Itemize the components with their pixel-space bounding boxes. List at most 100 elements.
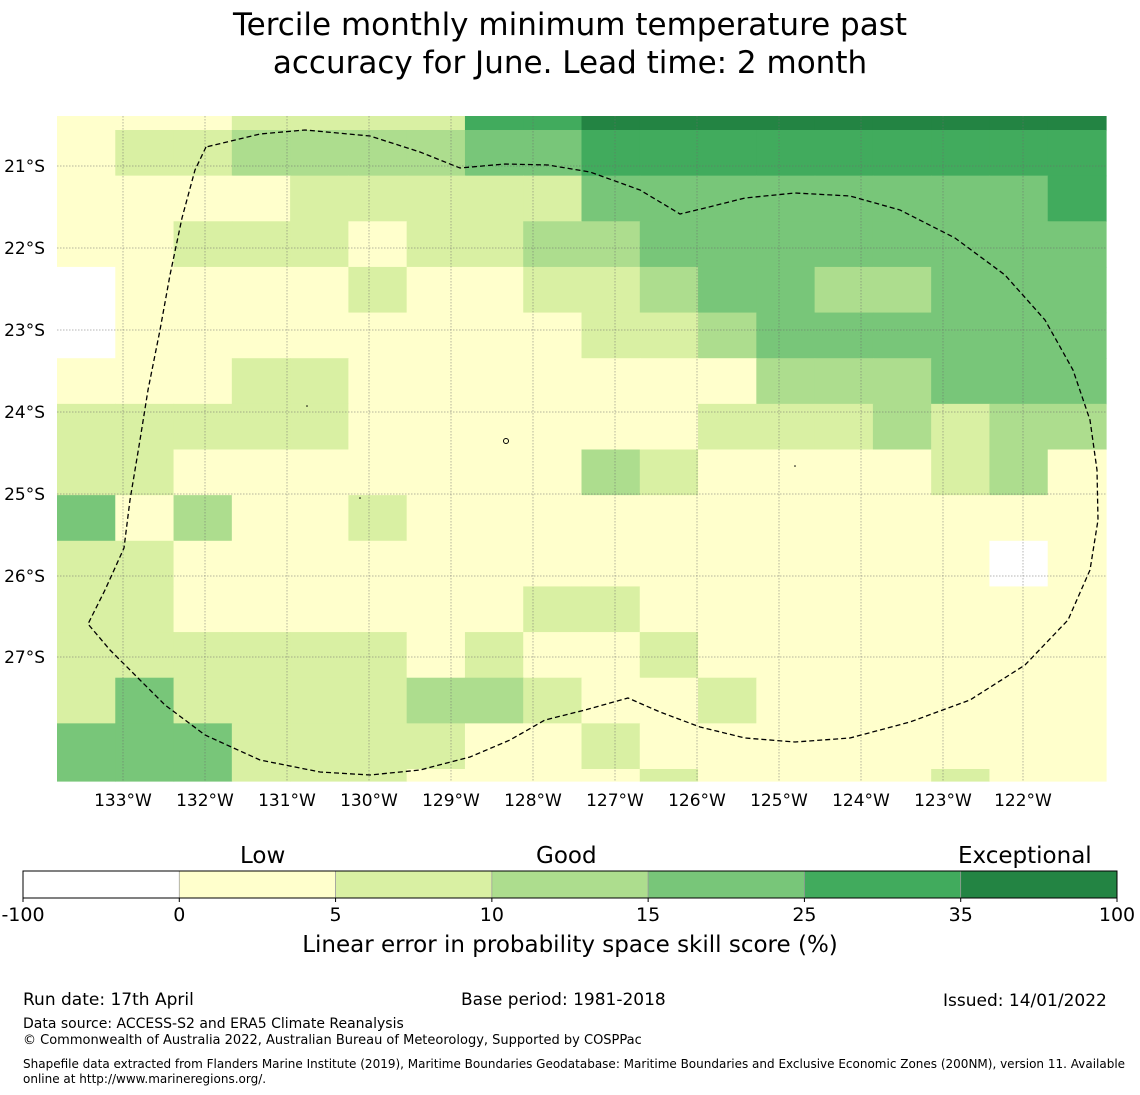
grid-cell: [57, 677, 116, 724]
colorbar-segment: [491, 870, 649, 899]
grid-cell: [581, 221, 641, 268]
island-marker: [794, 465, 796, 467]
longitude-label: 131°W: [258, 791, 316, 811]
grid-cell: [698, 540, 757, 588]
grid-cell: [639, 677, 699, 724]
grid-cell: [698, 632, 757, 679]
grid-cell: [464, 116, 524, 131]
grid-cell: [581, 116, 641, 131]
longitude-label: 122°W: [994, 791, 1052, 811]
grid-cell: [581, 358, 641, 405]
grid-cell: [464, 540, 524, 588]
grid-cell: [115, 221, 175, 268]
grid-cell: [1047, 769, 1107, 782]
longitude-label: 129°W: [422, 791, 480, 811]
grid-cell: [814, 586, 874, 633]
grid-cell: [989, 677, 1049, 724]
grid-cell: [989, 769, 1049, 782]
grid-cell: [348, 221, 408, 268]
grid-cell: [115, 632, 175, 679]
grid-cell: [639, 769, 699, 782]
copyright: © Commonwealth of Australia 2022, Austra…: [23, 1033, 642, 1048]
grid-cell: [872, 495, 932, 542]
grid-cell: [931, 677, 991, 724]
grid-cell: [581, 312, 641, 359]
grid-cell: [639, 312, 699, 359]
grid-cell: [1047, 312, 1107, 359]
latitude-label: 23°S: [4, 321, 45, 341]
grid-cell: [173, 403, 233, 451]
grid-cell: [814, 175, 874, 222]
grid-cell: [581, 632, 641, 679]
grid-cell: [756, 358, 816, 405]
grid-cell: [698, 266, 757, 314]
grid-cell: [989, 403, 1049, 451]
colorbar-frame: [22, 870, 1118, 899]
grid-cell: [639, 403, 699, 451]
grid-cell: [406, 449, 466, 496]
grid-cell: [639, 175, 699, 222]
grid-cell: [115, 116, 175, 131]
grid-cell: [406, 221, 466, 268]
grid-cell: [57, 769, 116, 782]
grid-cell: [173, 632, 233, 679]
grid-cell: [872, 586, 932, 633]
grid-cell: [931, 175, 991, 222]
grid-cell: [406, 312, 466, 359]
grid-cell: [989, 449, 1049, 496]
grid-cell: [1047, 723, 1107, 770]
grid-cell: [639, 586, 699, 633]
grid-cell: [989, 632, 1049, 679]
grid-cell: [698, 586, 757, 633]
longitude-label: 130°W: [340, 791, 398, 811]
grid-cell: [464, 130, 524, 177]
grid-cell: [523, 449, 583, 496]
grid-cell: [115, 403, 175, 451]
grid-cell: [1047, 175, 1107, 222]
grid-cell: [173, 677, 233, 724]
grid-cell: [231, 723, 291, 770]
colorbar-tick-label: 35: [949, 904, 973, 926]
longitude-label: 123°W: [914, 791, 972, 811]
island-marker: [306, 405, 308, 407]
grid-cell: [1047, 116, 1107, 131]
grid-cell: [756, 130, 816, 177]
grid-cell: [173, 266, 233, 314]
grid-cell: [698, 175, 757, 222]
grid-cell: [1047, 632, 1107, 679]
grid-cell: [1047, 495, 1107, 542]
grid-cell: [57, 632, 116, 679]
grid-cell: [931, 403, 991, 451]
grid-cell: [406, 723, 466, 770]
grid-cell: [464, 495, 524, 542]
grid-cell: [639, 358, 699, 405]
grid-cell: [698, 130, 757, 177]
grid-cell: [814, 116, 874, 131]
grid-cell: [348, 130, 408, 177]
grid-cell: [931, 312, 991, 359]
grid-cell: [173, 175, 233, 222]
grid-cell: [231, 449, 291, 496]
grid-cell: [115, 540, 175, 588]
grid-cell: [698, 358, 757, 405]
grid-cell: [115, 586, 175, 633]
grid-cell: [464, 449, 524, 496]
map-title: Tercile monthly minimum temperature past…: [0, 6, 1140, 82]
grid-cell: [57, 403, 116, 451]
island-marker: [359, 497, 361, 499]
grid-cell: [406, 266, 466, 314]
grid-cell: [931, 586, 991, 633]
grid-cell: [231, 358, 291, 405]
grid-cell: [581, 266, 641, 314]
grid-cell: [989, 358, 1049, 405]
grid-cell: [639, 221, 699, 268]
grid-cell: [231, 677, 291, 724]
grid-cell: [581, 677, 641, 724]
colorbar-tick-label: 5: [330, 904, 342, 926]
grid-cell: [581, 723, 641, 770]
grid-cell: [931, 723, 991, 770]
grid-cell: [348, 586, 408, 633]
grid-cell: [348, 116, 408, 131]
grid-cell: [231, 769, 291, 782]
grid-cell: [523, 495, 583, 542]
